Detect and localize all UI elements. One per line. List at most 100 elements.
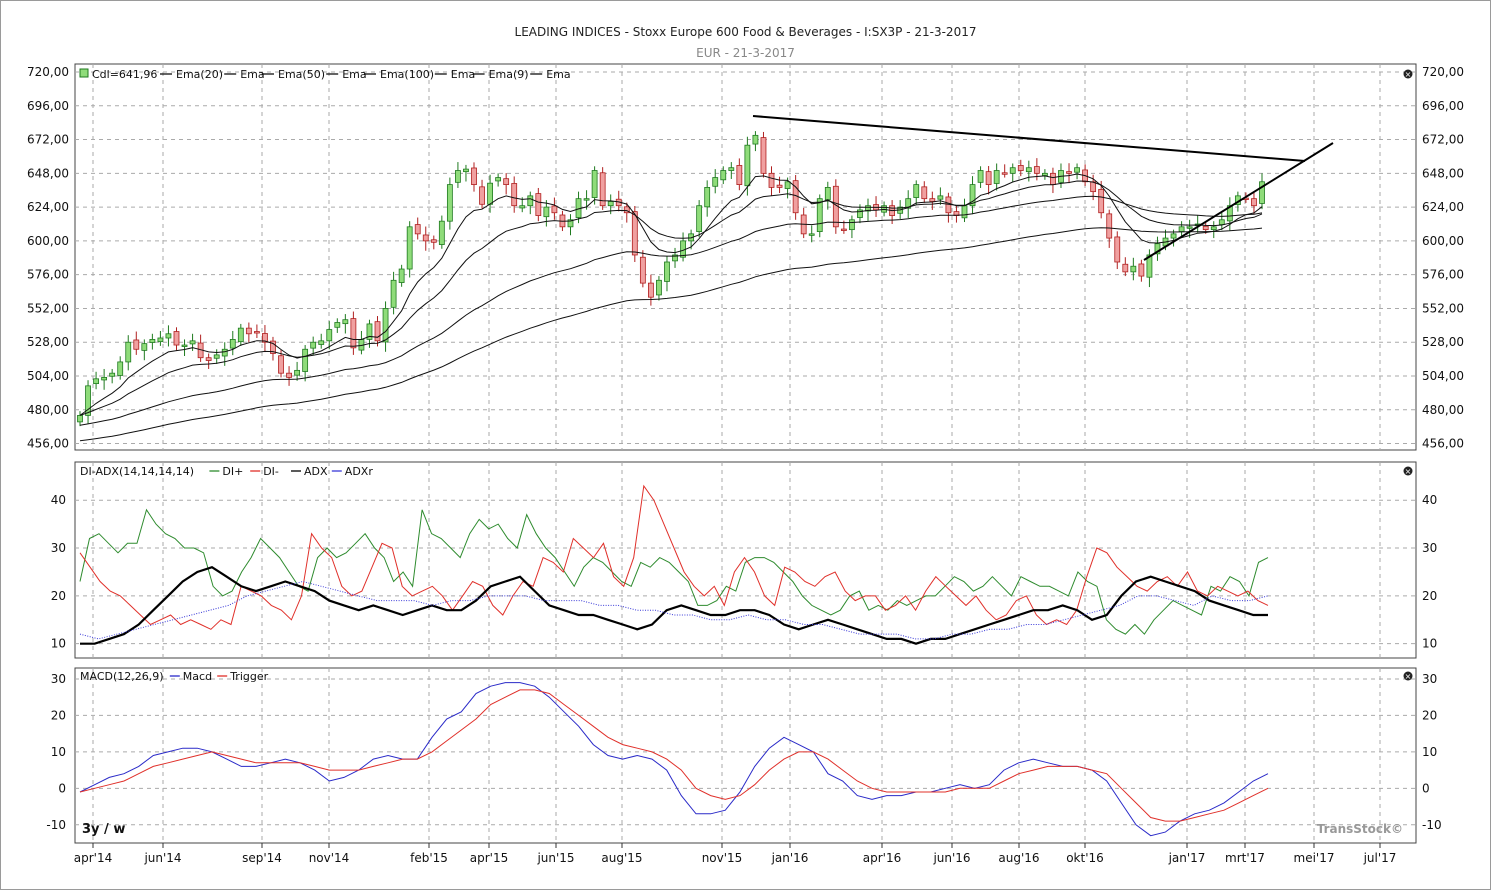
candle-body: [479, 186, 485, 205]
candle-body: [1074, 167, 1080, 173]
candle-body: [229, 339, 236, 349]
candle-body: [527, 195, 534, 207]
candle-body: [310, 341, 317, 349]
candle-body: [414, 224, 421, 235]
candle-body: [350, 318, 357, 349]
close-macd-panel-icon-glyph: ×: [1405, 672, 1412, 681]
ema-line-100: [79, 227, 1263, 442]
candle-body: [1251, 198, 1257, 207]
candle-body: [656, 279, 662, 296]
candle-body: [181, 344, 188, 347]
macd-y-tick-left: 30: [51, 672, 66, 686]
candle-body: [840, 228, 847, 231]
y-tick-label-right: 600,00: [1422, 234, 1464, 248]
candle-body: [495, 177, 502, 182]
candle-body: [302, 348, 309, 372]
y-tick-label-left: 528,00: [27, 335, 69, 349]
candle-body: [1138, 263, 1145, 277]
candle-body: [849, 219, 855, 231]
candle-body: [543, 206, 550, 218]
watermark: TransStock©: [1317, 822, 1403, 836]
candle-body: [1017, 165, 1024, 171]
candle-body: [205, 357, 212, 361]
adx-y-tick-right: 30: [1422, 541, 1437, 555]
candle-body: [286, 372, 292, 378]
candle-body: [117, 361, 124, 376]
x-tick-label: jul'17: [1363, 851, 1397, 865]
candle-body: [1009, 167, 1016, 174]
macd-y-tick-left: 20: [51, 708, 66, 722]
y-tick-label-left: 672,00: [27, 133, 69, 147]
x-tick-label: jun'15: [536, 851, 574, 865]
candle-body: [278, 355, 284, 374]
candle-body: [430, 239, 437, 243]
y-tick-label-right: 720,00: [1422, 65, 1464, 79]
adx-y-tick-right: 40: [1422, 493, 1437, 507]
adx-legend-item: DI+: [222, 465, 243, 478]
x-tick-label: jun'14: [143, 851, 181, 865]
candle-body: [189, 340, 196, 345]
period-label: 3y / w: [82, 822, 125, 837]
y-tick-label-left: 504,00: [27, 369, 69, 383]
candle-body: [1114, 236, 1121, 263]
trendline-resistance: [752, 115, 1306, 162]
adx-y-tick-left: 20: [51, 589, 66, 603]
candle-body: [1050, 172, 1056, 185]
legend-item: Ema(9): [489, 68, 529, 81]
candle-body: [221, 348, 228, 357]
macd-legend-item: Trigger: [229, 670, 268, 683]
candle-body: [929, 198, 936, 202]
adx-y-tick-left: 10: [51, 637, 66, 651]
candle-body: [1001, 172, 1008, 175]
macd-legend-title: MACD(12,26,9): [80, 670, 164, 683]
macd-y-tick-right: 30: [1422, 672, 1437, 686]
macd-series-trigger: [79, 689, 1269, 822]
candle-body: [262, 333, 268, 343]
candle-body: [704, 187, 711, 208]
macd-legend-item: Macd: [183, 670, 212, 683]
candle-body: [752, 134, 759, 145]
y-tick-label-right: 552,00: [1422, 301, 1464, 315]
close-adx-panel-icon-glyph: ×: [1405, 467, 1412, 476]
candle-body: [1202, 225, 1209, 231]
candle-body: [808, 233, 815, 236]
adx-series-adx: [80, 565, 1268, 645]
candle-body: [237, 327, 244, 343]
candle-body: [728, 167, 735, 171]
ema-line-20: [79, 180, 1263, 416]
candle-body: [342, 319, 349, 325]
y-tick-label-right: 528,00: [1422, 335, 1464, 349]
candle-body: [768, 172, 775, 188]
candle-body: [712, 177, 719, 187]
candle-body: [1218, 219, 1225, 225]
y-tick-label-right: 576,00: [1422, 268, 1464, 282]
candle-body: [1186, 226, 1193, 229]
candle-body: [1025, 167, 1032, 173]
candle-body: [1210, 226, 1217, 231]
ema-line-50: [79, 195, 1263, 426]
adx-y-tick-left: 40: [51, 493, 66, 507]
candle-body: [463, 168, 469, 173]
y-tick-label-right: 504,00: [1422, 369, 1464, 383]
panel-frame-adx: [74, 461, 1417, 659]
panel-frame-price: [74, 63, 1417, 451]
candle-body: [1146, 254, 1153, 278]
candle-body: [937, 195, 944, 200]
candle-body: [969, 184, 976, 207]
x-tick-label: nov'14: [309, 851, 350, 865]
candle-body: [326, 329, 333, 342]
adx-y-tick-right: 20: [1422, 589, 1437, 603]
candle-body: [664, 261, 670, 282]
candle-body: [631, 211, 638, 256]
candle-body: [599, 172, 606, 207]
candle-body: [824, 187, 831, 201]
candle-body: [535, 193, 542, 216]
candle-body: [1106, 213, 1113, 239]
candle-body: [406, 226, 413, 270]
candle-body: [93, 378, 99, 385]
adx-legend-item: DI-: [263, 465, 279, 478]
candle-body: [382, 308, 389, 343]
candle-body: [101, 377, 108, 381]
candle-body: [1041, 172, 1048, 176]
candle-body: [696, 205, 703, 233]
